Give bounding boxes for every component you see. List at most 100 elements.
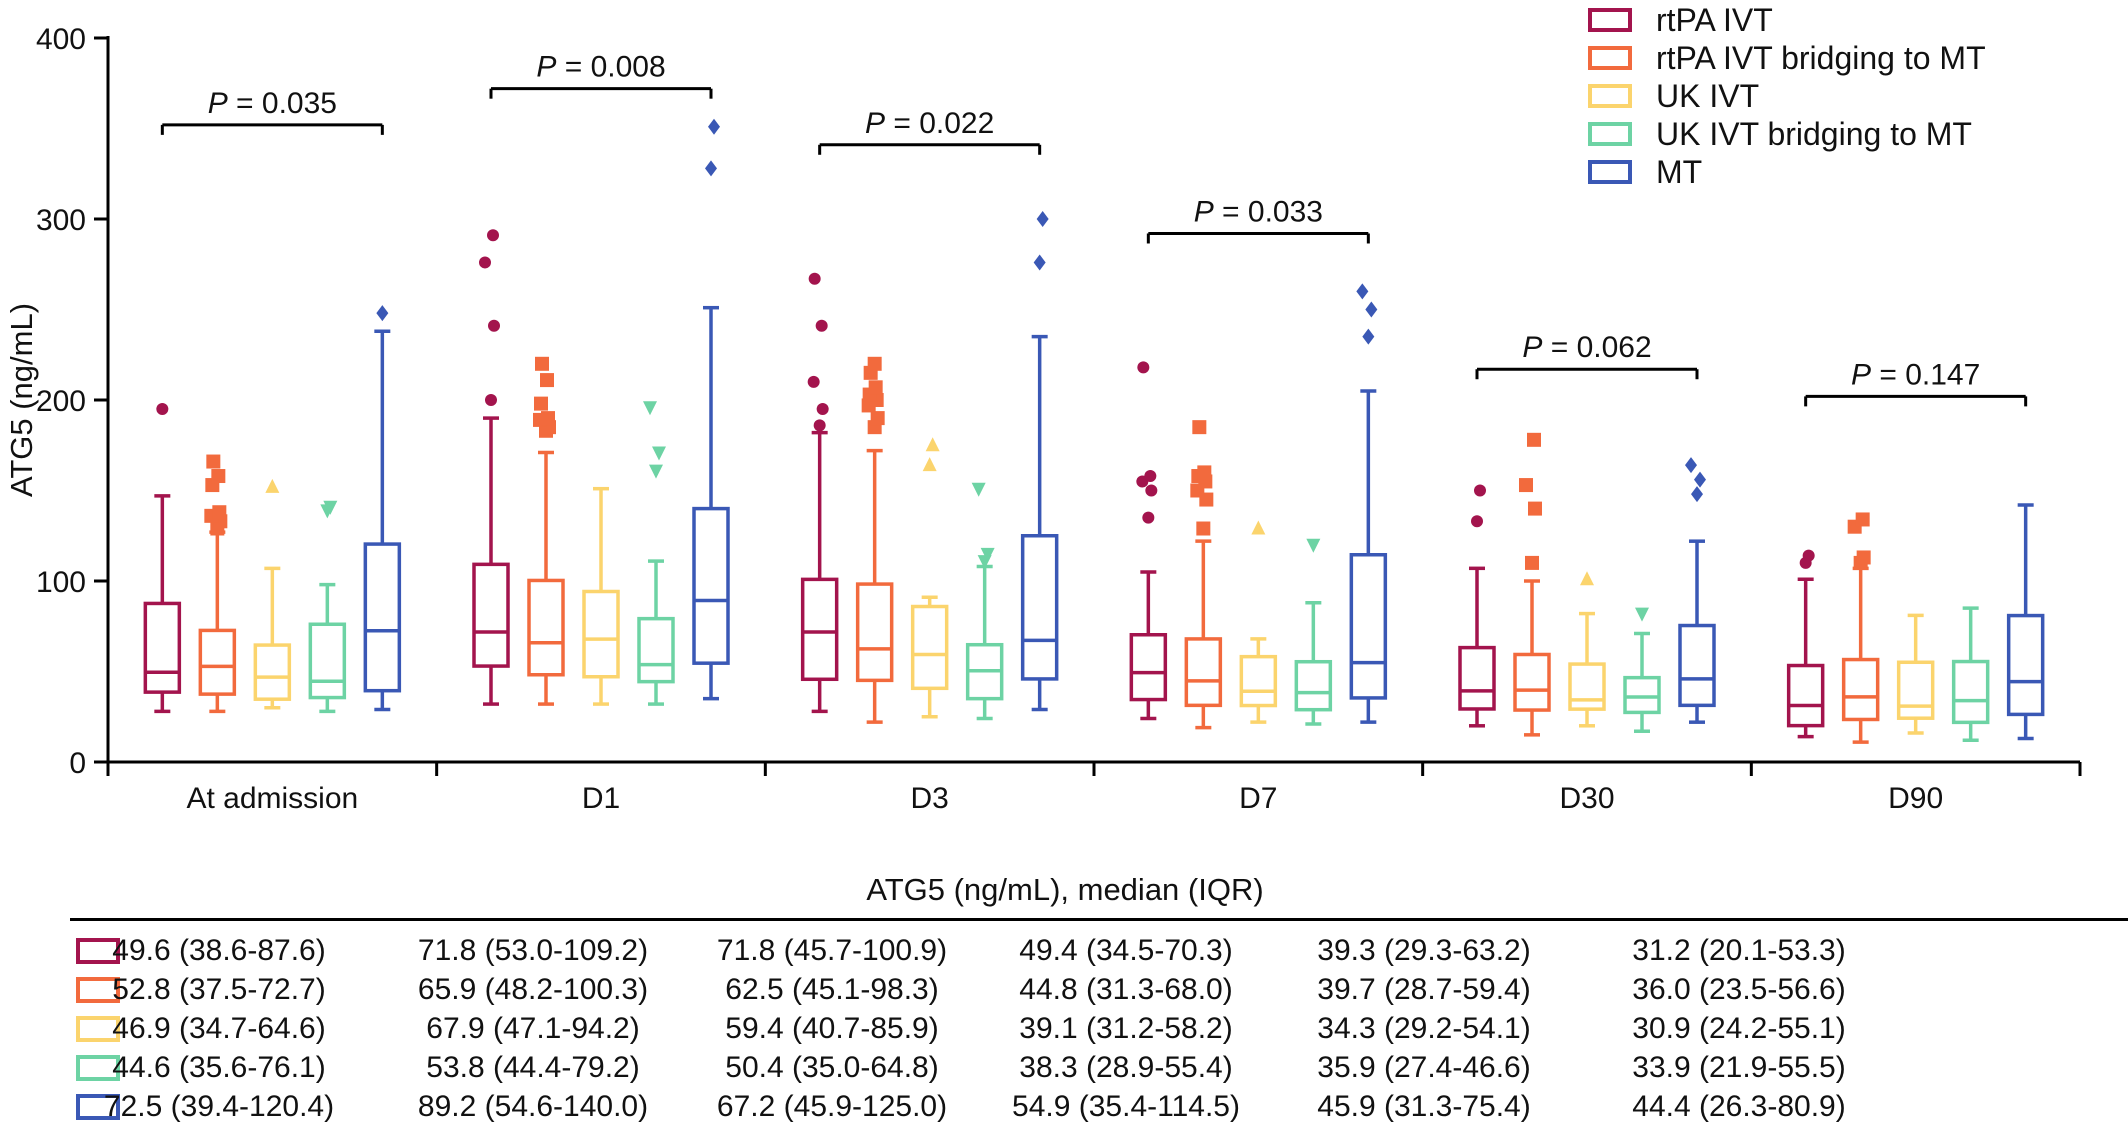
summary-cell: 49.6 (38.6-87.6) xyxy=(112,934,326,967)
box-iqr xyxy=(1678,623,1716,708)
legend-item: UK IVT xyxy=(1588,76,1759,116)
x-tick-label: D3 xyxy=(910,782,948,815)
outlier-point xyxy=(1691,486,1703,503)
box-rtpa-ivt-bridging-to-mt xyxy=(1513,432,1551,737)
outlier-point xyxy=(212,505,227,520)
x-tick-label: D1 xyxy=(582,782,620,815)
outlier-point xyxy=(922,457,937,472)
y-tick-label: 300 xyxy=(36,204,86,237)
box-iqr xyxy=(1623,675,1661,715)
outlier-point xyxy=(1144,470,1157,483)
outlier-point xyxy=(535,356,549,371)
box-iqr xyxy=(910,604,949,691)
outlier-point xyxy=(265,478,280,493)
p-value-label: P = 0.022 xyxy=(865,107,994,140)
outlier-point xyxy=(1306,538,1321,553)
summary-divider xyxy=(70,918,2128,921)
box-mt xyxy=(1020,211,1059,712)
outlier-point xyxy=(867,356,882,371)
outlier-point xyxy=(807,375,820,388)
summary-cell: 35.9 (27.4-46.6) xyxy=(1317,1051,1531,1084)
summary-cell: 49.4 (34.5-70.3) xyxy=(1019,934,1233,967)
legend-item: MT xyxy=(1588,152,1702,192)
box-iqr xyxy=(582,589,620,679)
significance-annotations: P = 0.035 P = 0.008 P = 0.022 P = 0.033 P = … xyxy=(160,51,2028,407)
box-iqr xyxy=(1458,645,1496,711)
box-rtpa-ivt xyxy=(1129,361,1168,721)
summary-row: 49.6 (38.6-87.6) 71.8 (53.0-109.2) 71.8 (4… xyxy=(70,932,2128,972)
outlier-point xyxy=(925,437,940,452)
y-tick-label: 0 xyxy=(69,747,86,780)
box-rtpa-ivt-bridging-to-mt xyxy=(1184,420,1223,730)
box-mt xyxy=(1678,457,1716,724)
summary-cell: 50.4 (35.0-64.8) xyxy=(725,1051,939,1084)
summary-cell: 67.2 (45.9-125.0) xyxy=(716,1090,948,1123)
box-iqr xyxy=(1129,633,1168,702)
box-mt xyxy=(363,305,402,712)
outlier-point xyxy=(1519,478,1533,493)
summary-cell: 59.4 (40.7-85.9) xyxy=(725,1012,939,1045)
box-iqr xyxy=(198,628,237,696)
box-iqr xyxy=(1294,659,1333,712)
y-tick-label: 100 xyxy=(36,566,86,599)
box-iqr xyxy=(1841,657,1880,722)
summary-cell: 44.8 (31.3-68.0) xyxy=(1019,973,1233,1006)
p-value-label: P = 0.062 xyxy=(1522,331,1651,364)
summary-cell: 71.8 (45.7-100.9) xyxy=(716,934,948,967)
outlier-point xyxy=(206,454,221,469)
outlier-point xyxy=(488,319,500,332)
legend-item: rtPA IVT bridging to MT xyxy=(1588,38,1986,78)
box-iqr xyxy=(308,622,347,700)
summary-cell: 39.1 (31.2-58.2) xyxy=(1019,1012,1233,1045)
legend-label: MT xyxy=(1656,153,1703,190)
outlier-point xyxy=(980,547,995,562)
summary-cell: 52.8 (37.5-72.7) xyxy=(112,973,326,1006)
outlier-point xyxy=(534,396,548,411)
outlier-point xyxy=(1197,465,1212,480)
outlier-point xyxy=(1192,420,1207,435)
box-iqr xyxy=(1239,654,1278,708)
y-tick-label: 200 xyxy=(36,385,86,418)
summary-cell: 39.3 (29.3-63.2) xyxy=(1317,934,1531,967)
summary-cell: 89.2 (54.6-140.0) xyxy=(417,1090,649,1123)
box-iqr xyxy=(1349,553,1388,700)
outlier-point xyxy=(652,446,666,461)
outlier-point xyxy=(1251,520,1266,535)
outlier-point xyxy=(870,411,885,426)
box-uk-ivt xyxy=(910,437,949,719)
box-iqr xyxy=(363,542,402,693)
outlier-point xyxy=(643,401,657,416)
outlier-point xyxy=(1528,501,1542,516)
legend-label: UK IVT xyxy=(1656,77,1760,114)
x-tick-label: At admission xyxy=(186,782,358,815)
outlier-point xyxy=(540,373,554,388)
y-axis-label: ATG5 (ng/mL) xyxy=(4,303,39,497)
axes: 0 100 200 300 400 ATG5 (ng/mL) At admission D1 D… xyxy=(4,23,2082,815)
outlier-point xyxy=(1580,571,1594,586)
summary-cell: 45.9 (31.3-75.4) xyxy=(1317,1090,1531,1123)
summary-title: ATG5 (ng/mL), median (IQR) xyxy=(866,872,1264,907)
box-mt xyxy=(2006,503,2045,741)
box-rtpa-ivt-bridging-to-mt xyxy=(198,454,237,714)
p-value-label: P = 0.008 xyxy=(536,51,665,84)
x-tick-label: D90 xyxy=(1888,782,1943,815)
outlier-point xyxy=(1145,484,1158,497)
outlier-point xyxy=(1527,432,1541,447)
box-uk-ivt-bridging-to-mt xyxy=(1623,607,1661,733)
outlier-point xyxy=(1685,457,1697,474)
legend-swatch xyxy=(1588,84,1632,108)
legend-swatch xyxy=(1588,8,1632,32)
box-rtpa-ivt-bridging-to-mt xyxy=(855,356,894,724)
summary-cell: 53.8 (44.4-79.2) xyxy=(426,1051,640,1084)
summary-row: 44.6 (35.6-76.1) 53.8 (44.4-79.2) 50.4 (35… xyxy=(70,1049,2128,1089)
box-rtpa-ivt xyxy=(472,229,510,706)
outlier-point xyxy=(487,229,499,242)
summary-cell: 38.3 (28.9-55.4) xyxy=(1019,1051,1233,1084)
box-rtpa-ivt-bridging-to-mt xyxy=(527,356,565,706)
box-uk-ivt xyxy=(1896,613,1935,735)
outlier-point xyxy=(705,160,717,177)
box-uk-ivt-bridging-to-mt xyxy=(1951,606,1990,743)
summary-row: 52.8 (37.5-72.7) 65.9 (48.2-100.3) 62.5 (4… xyxy=(70,971,2128,1011)
y-tick-label: 400 xyxy=(36,23,86,56)
boxes xyxy=(143,118,2045,744)
